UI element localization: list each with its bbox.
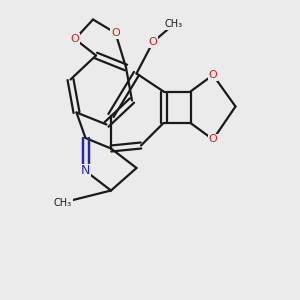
Text: O: O — [208, 70, 217, 80]
Text: O: O — [208, 134, 217, 145]
Text: CH₃: CH₃ — [54, 197, 72, 208]
Text: CH₃: CH₃ — [165, 19, 183, 29]
Text: N: N — [81, 164, 90, 178]
Text: O: O — [70, 34, 80, 44]
Text: O: O — [148, 37, 158, 47]
Text: O: O — [111, 28, 120, 38]
